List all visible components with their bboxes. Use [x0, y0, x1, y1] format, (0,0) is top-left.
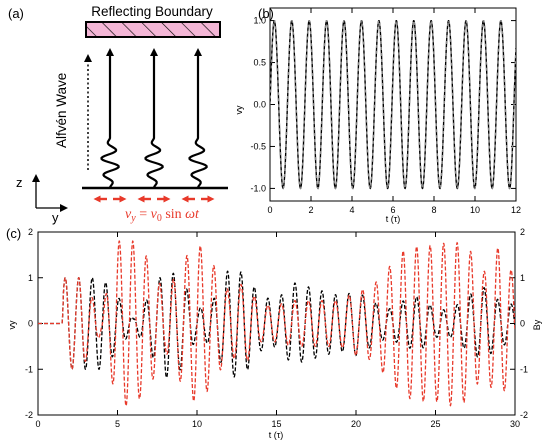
y-tick-label-c-left: 0: [28, 319, 33, 329]
xlabel-c: t (τ): [269, 430, 284, 440]
x-tick-label-b: 2: [308, 205, 313, 215]
x-tick-label-b: 10: [470, 205, 480, 215]
x-tick-label-c: 20: [351, 419, 361, 429]
series-c: [38, 240, 515, 407]
series-b: [270, 20, 516, 190]
y-tick-label-b: 1.0: [253, 16, 266, 26]
boundary-label: Reflecting Boundary: [91, 4, 213, 19]
x-tick-label-b: 4: [349, 205, 354, 215]
y-tick-label-b: -0.5: [250, 141, 266, 151]
ticks-b: 0 2 4 6 8 10 12 1.0 0.5 0.0 -0.5 -1.0: [250, 8, 521, 215]
axis-y-label: y: [52, 210, 59, 225]
By-series-c: [38, 240, 515, 407]
x-tick-label-c: 25: [430, 419, 440, 429]
x-tick-label-c: 5: [115, 419, 120, 429]
panel-a: (a) Reflecting Boundary Alfvén Wave vy =…: [8, 4, 228, 225]
x-tick-label-c: 15: [271, 419, 281, 429]
field-line-3: [188, 48, 208, 189]
formula: vy = v0 sin ωt: [125, 207, 200, 224]
coordinate-axes: z y: [16, 174, 68, 225]
field-line-1: [100, 48, 120, 189]
y-tick-label-c-right: 2: [520, 227, 525, 237]
panel-c-label: (c): [6, 226, 21, 241]
x-tick-label-c: 30: [510, 419, 520, 429]
y-tick-label-c-left: 1: [28, 273, 33, 283]
y-tick-label-c-left: -1: [25, 364, 33, 374]
reflecting-boundary: [85, 21, 221, 38]
y-tick-label-b: 0.5: [253, 58, 266, 68]
x-tick-label-c: 0: [35, 419, 40, 429]
y-tick-label-c-right: -2: [520, 410, 528, 420]
panel-b: (b) 0 2 4 6 8 10 121.00.50.0-0.5-1.0 t (τ) vy: [234, 6, 521, 224]
x-tick-label-b: 6: [390, 205, 395, 215]
y-tick-label-c-left: 2: [28, 227, 33, 237]
ylabel-c-right: By: [532, 319, 542, 330]
y-tick-label-c-left: -2: [25, 410, 33, 420]
y-tick-label-c-right: 0: [520, 319, 525, 329]
x-tick-label-b: 8: [431, 205, 436, 215]
vy-series-b-dashed: [270, 20, 516, 190]
ylabel-c-left: vy: [7, 320, 17, 330]
xlabel-b: t (τ): [386, 214, 401, 224]
panel-a-label: (a): [8, 6, 24, 21]
axis-z-label: z: [16, 175, 23, 190]
y-tick-label-b: -1.0: [250, 183, 266, 193]
alfven-wave-label: Alfvén Wave: [54, 73, 69, 148]
y-tick-label-b: 0.0: [253, 100, 266, 110]
x-tick-label-b: 0: [267, 205, 272, 215]
y-tick-label-c-right: -1: [520, 364, 528, 374]
x-tick-label-b: 12: [511, 205, 521, 215]
field-lines: [100, 48, 208, 189]
y-tick-label-c-right: 1: [520, 273, 525, 283]
field-line-2: [144, 48, 164, 189]
ylabel-b: vy: [234, 105, 244, 115]
x-tick-label-c: 10: [192, 419, 202, 429]
